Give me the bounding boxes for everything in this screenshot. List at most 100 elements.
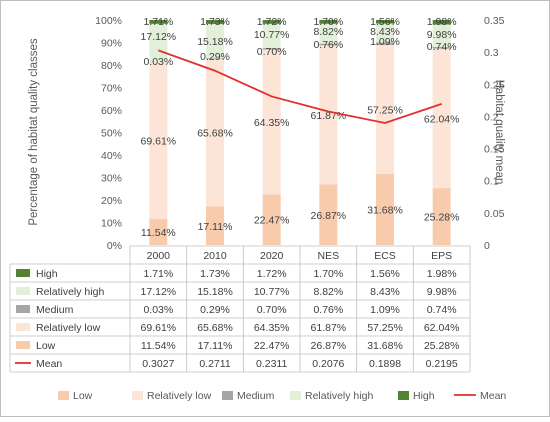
- y2-tick-label: 0.35: [484, 15, 505, 27]
- y2-tick-label: 0: [484, 240, 490, 252]
- data-label-high: 1.98%: [427, 16, 457, 28]
- table-cell: 1.70%: [313, 268, 343, 280]
- table-cell: 1.72%: [257, 268, 287, 280]
- table-cell: 0.3027: [142, 358, 174, 370]
- table-cell: 1.73%: [200, 268, 230, 280]
- legend-label: Mean: [480, 390, 506, 402]
- data-label-low: 11.54%: [141, 227, 176, 239]
- y2-tick-label: 0.2: [484, 111, 499, 123]
- y-tick-label: 90%: [101, 38, 122, 50]
- table-cell: 10.77%: [254, 286, 290, 298]
- data-label-relatively-high: 17.12%: [141, 31, 177, 43]
- y2-tick-label: 0.15: [484, 144, 505, 156]
- data-label-low: 25.28%: [424, 212, 460, 224]
- table-key-medium: [16, 305, 30, 313]
- data-label-low: 22.47%: [254, 215, 290, 227]
- y-tick-label: 100%: [95, 15, 122, 27]
- data-label-relatively-high: 10.77%: [254, 29, 290, 41]
- y2-axis-title: Habitat quality mean: [493, 80, 505, 185]
- table-cell: 26.87%: [311, 340, 347, 352]
- y-tick-label: 40%: [101, 150, 122, 162]
- y2-tick-label: 0.05: [484, 208, 505, 220]
- table-cell: 8.82%: [313, 286, 343, 298]
- data-label-low: 31.68%: [367, 204, 403, 216]
- data-label-medium: 0.76%: [313, 39, 343, 51]
- legend-label: Relatively low: [147, 390, 212, 402]
- y-tick-label: 20%: [101, 195, 122, 207]
- table-cell: 61.87%: [311, 322, 347, 334]
- y-tick-label: 60%: [101, 105, 122, 117]
- data-label-medium: 0.74%: [427, 41, 457, 53]
- data-label-high: 1.73%: [200, 16, 230, 28]
- table-cell: 8.43%: [370, 286, 400, 298]
- table-cell: 62.04%: [424, 322, 460, 334]
- table-cell: 1.71%: [143, 268, 173, 280]
- table-cell: 57.25%: [367, 322, 403, 334]
- data-label-high: 1.71%: [143, 16, 173, 28]
- table-row-label: Low: [36, 340, 56, 352]
- legend-label: Low: [73, 390, 93, 402]
- table-cell: 0.70%: [257, 304, 287, 316]
- legend-swatch: [290, 391, 301, 400]
- table-cell: 69.61%: [141, 322, 177, 334]
- legend-label: High: [413, 390, 435, 402]
- table-cell: 17.12%: [141, 286, 177, 298]
- y2-tick-label: 0.1: [484, 176, 499, 188]
- data-label-relatively-high: 9.98%: [427, 29, 457, 41]
- y-tick-label: 30%: [101, 173, 122, 185]
- y2-tick-label: 0.25: [484, 79, 505, 91]
- data-label-relatively-low: 69.61%: [141, 136, 177, 148]
- table-cell: 1.56%: [370, 268, 400, 280]
- table-cell: 15.18%: [197, 286, 233, 298]
- table-row-label: Relatively high: [36, 286, 104, 298]
- table-cell: 0.2311: [256, 358, 287, 370]
- y2-tick-label: 0.3: [484, 47, 499, 59]
- table-row-label: Relatively low: [36, 322, 101, 334]
- category-label: EPS: [431, 250, 452, 262]
- table-cell: 65.68%: [197, 322, 233, 334]
- data-label-medium: 0.29%: [200, 51, 230, 63]
- category-label: NES: [318, 250, 340, 262]
- category-label: 2010: [203, 250, 227, 262]
- data-label-relatively-low: 62.04%: [424, 113, 460, 125]
- table-cell: 9.98%: [427, 286, 457, 298]
- table-key-relatively-high: [16, 287, 30, 295]
- table-cell: 1.98%: [427, 268, 457, 280]
- data-label-low: 26.87%: [311, 210, 347, 222]
- data-label-relatively-high: 15.18%: [197, 36, 233, 48]
- category-label: 2000: [147, 250, 171, 262]
- legend-label: Relatively high: [305, 390, 373, 402]
- table-row-label: Mean: [36, 358, 62, 370]
- table-key-low: [16, 341, 30, 349]
- legend-label: Medium: [237, 390, 275, 402]
- table-cell: 22.47%: [254, 340, 290, 352]
- table-cell: 0.03%: [143, 304, 173, 316]
- y-tick-label: 80%: [101, 60, 122, 72]
- data-label-relatively-low: 64.35%: [254, 117, 290, 129]
- y-tick-label: 50%: [101, 128, 122, 140]
- legend-swatch: [132, 391, 143, 400]
- category-label: ECS: [374, 250, 396, 262]
- table-row-label: High: [36, 268, 58, 280]
- table-cell: 25.28%: [424, 340, 460, 352]
- legend-swatch: [222, 391, 233, 400]
- y-tick-label: 0%: [107, 240, 122, 252]
- category-label: 2020: [260, 250, 284, 262]
- table-cell: 0.2076: [312, 358, 344, 370]
- table-cell: 11.54%: [141, 340, 176, 352]
- table-cell: 0.74%: [427, 304, 457, 316]
- data-label-medium: 0.70%: [257, 46, 287, 58]
- table-cell: 0.2711: [199, 358, 230, 370]
- legend-swatch: [398, 391, 409, 400]
- table-cell: 0.29%: [200, 304, 230, 316]
- table-cell: 0.1898: [369, 358, 401, 370]
- legend-swatch: [58, 391, 69, 400]
- y-tick-label: 10%: [101, 218, 122, 230]
- table-cell: 17.11%: [198, 340, 233, 352]
- data-label-high: 1.72%: [257, 16, 287, 28]
- table-cell: 0.76%: [313, 304, 343, 316]
- table-key-relatively-low: [16, 323, 30, 331]
- table-cell: 64.35%: [254, 322, 290, 334]
